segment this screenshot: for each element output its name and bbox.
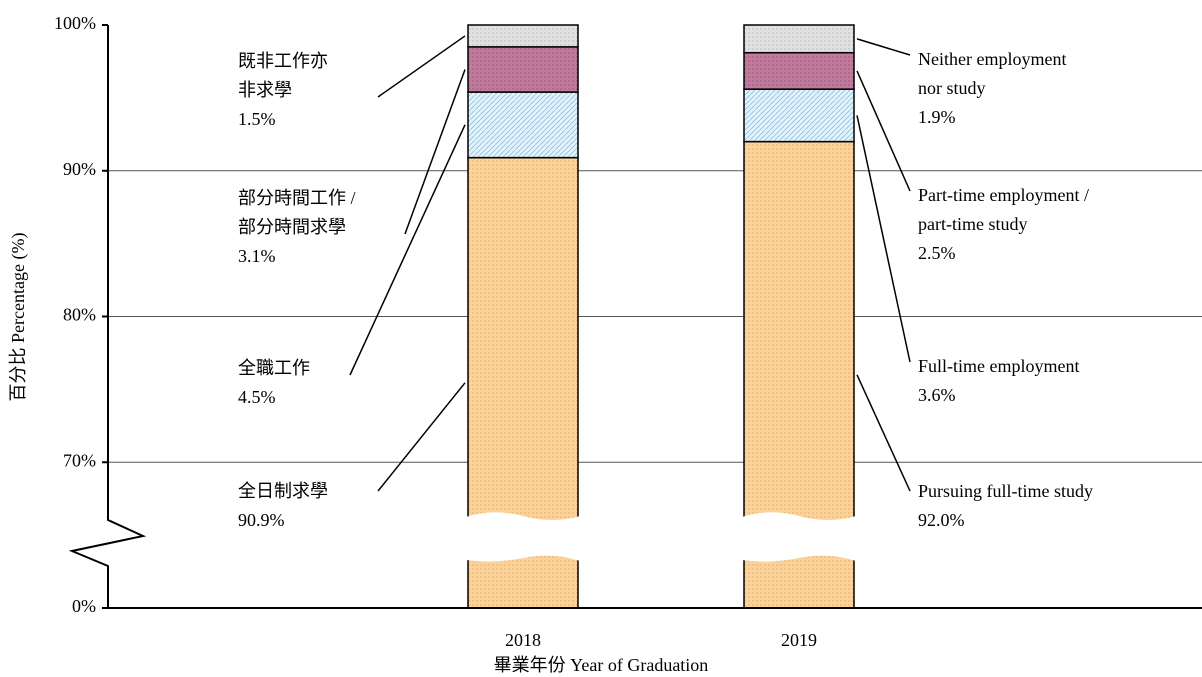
x-axis-title: 畢業年份 Year of Graduation [494, 655, 709, 675]
leader-line [377, 35, 466, 98]
bar-segment [743, 24, 855, 54]
bar-segment [467, 46, 579, 93]
leader-line [377, 382, 466, 492]
annotation-value: 1.5% [238, 109, 276, 129]
annotation-label: Full-time employment [918, 356, 1079, 376]
annotation-label: 部分時間求學 [238, 217, 346, 237]
leader-line [349, 124, 466, 376]
annotation-label: 部分時間工作 / [238, 188, 356, 208]
annotation-value: 4.5% [238, 387, 276, 407]
annotation-value: 92.0% [918, 510, 965, 530]
leader-line [856, 38, 911, 56]
axis-break [466, 512, 580, 562]
annotation-label: 既非工作亦 [238, 51, 328, 71]
y-axis [68, 25, 147, 608]
annotation-value: 90.9% [238, 510, 285, 530]
annotation-label: nor study [918, 78, 986, 98]
bar-segment [467, 24, 579, 48]
leader-line [856, 70, 911, 192]
annotation-value: 1.9% [918, 107, 956, 127]
annotation-label: Part-time employment / [918, 185, 1089, 205]
leader-line [856, 115, 911, 363]
annotation-label: Neither employment [918, 49, 1066, 69]
annotation-label: Pursuing full-time study [918, 481, 1093, 501]
axis-break [742, 512, 856, 562]
annotation-label: 全職工作 [238, 358, 310, 378]
annotation-label: 全日制求學 [238, 481, 328, 501]
annotation-value: 3.6% [918, 385, 956, 405]
annotation-label: part-time study [918, 214, 1027, 234]
x-tick-label: 2019 [781, 630, 817, 650]
annotation-value: 2.5% [918, 243, 956, 263]
leader-line [856, 374, 911, 492]
annotation-value: 3.1% [238, 246, 276, 266]
x-tick-label: 2018 [505, 630, 541, 650]
y-axis-title: 百分比 Percentage (%) [8, 233, 29, 402]
y-tick-label: 80% [63, 305, 96, 325]
y-tick-label: 0% [72, 596, 96, 616]
y-tick-label: 90% [63, 159, 96, 179]
y-tick-label: 100% [54, 13, 96, 33]
leader-line [404, 69, 466, 235]
y-tick-label: 70% [63, 450, 96, 470]
bar-segment [743, 88, 855, 143]
annotation-label: 非求學 [238, 80, 292, 100]
bar-segment [467, 91, 579, 159]
bar-segment [743, 51, 855, 90]
